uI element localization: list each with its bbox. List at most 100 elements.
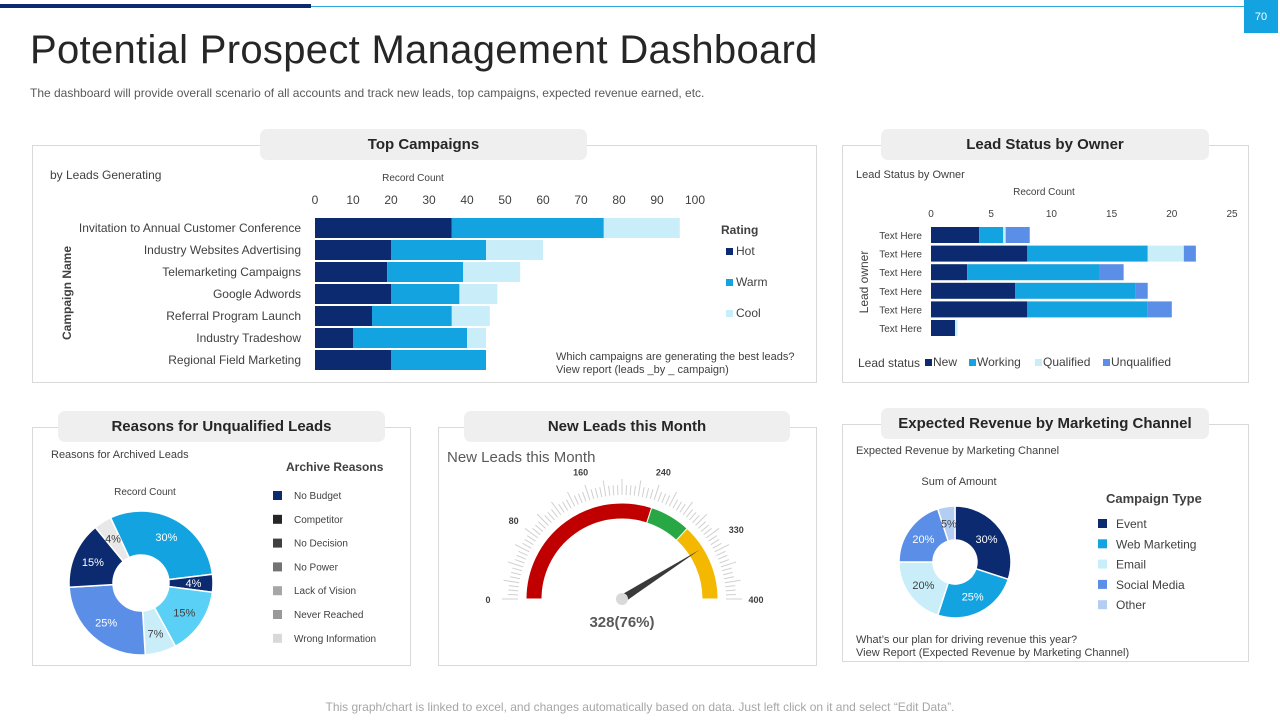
gauge-tick — [679, 503, 686, 513]
rev-legend-swatch — [1098, 579, 1107, 589]
gauge-tick — [514, 544, 530, 553]
gauge-tick — [503, 579, 520, 584]
status-legend-label: New — [933, 355, 957, 369]
rev-legend-label: Email — [1116, 558, 1146, 572]
gauge-tick — [514, 559, 525, 564]
status-legend-label: Qualified — [1043, 355, 1090, 369]
campaigns-axis-title: Record Count — [382, 173, 444, 184]
campaign-bar-cool — [486, 240, 543, 260]
gauge-tick-label: 160 — [573, 468, 588, 478]
campaign-bar-warm — [372, 306, 452, 326]
campaign-bar-hot — [315, 240, 391, 260]
gauge-tick-label: 0 — [485, 595, 490, 605]
gauge-tick — [695, 513, 708, 526]
gauge-tick — [511, 571, 521, 576]
campaigns-x-tick: 60 — [536, 193, 550, 207]
gauge-tick-label: 240 — [656, 468, 671, 478]
gauge-tick — [507, 561, 524, 568]
unqualified-tab[interactable]: Reasons for Unqualified Leads — [58, 411, 385, 442]
campaigns-legend-swatch — [726, 279, 733, 286]
campaign-bar-warm — [391, 240, 486, 260]
donut-slice — [936, 567, 1010, 619]
rev-legend-title: Campaign Type — [1106, 491, 1202, 506]
gauge-tick — [567, 491, 576, 507]
donut-slice-label: 30% — [155, 532, 177, 544]
campaign-bar-hot — [315, 218, 452, 238]
campaigns-x-tick: 70 — [574, 193, 588, 207]
status-bar-working — [967, 264, 1100, 281]
top-campaigns-tab[interactable]: Top Campaigns — [260, 129, 587, 160]
gauge-tick — [665, 495, 671, 505]
gauge-tick — [526, 535, 536, 542]
rev-legend-swatch — [1098, 539, 1107, 549]
unq-legend-label: Wrong Information — [294, 634, 376, 645]
top-campaigns-note-link[interactable]: View report (leads _by _ campaign) — [556, 364, 729, 376]
new-leads-sublabel: New Leads this Month — [447, 449, 596, 466]
campaign-category-label: Google Adwords — [213, 287, 301, 301]
gauge-tick — [708, 535, 718, 542]
status-x-tick: 25 — [1226, 209, 1238, 220]
unq-legend-swatch — [273, 538, 282, 548]
gauge-tick — [565, 499, 572, 509]
status-axis-title: Record Count — [1013, 187, 1075, 198]
new-leads-tab[interactable]: New Leads this Month — [464, 411, 790, 442]
rev-legend-label: Social Media — [1116, 578, 1185, 592]
page-number: 70 — [1244, 0, 1278, 33]
rev-legend-label: Event — [1116, 517, 1147, 531]
status-bar-unqualified — [1147, 301, 1172, 318]
revenue-tab[interactable]: Expected Revenue by Marketing Channel — [881, 408, 1209, 439]
campaign-bar-warm — [353, 328, 467, 348]
status-bar-qualified — [1147, 245, 1184, 262]
campaigns-legend-label: Warm — [736, 275, 768, 289]
gauge-needle-hub — [616, 593, 628, 605]
gauge-tick — [712, 542, 722, 549]
campaign-bar-hot — [315, 284, 391, 304]
campaign-category-label: Industry Tradeshow — [196, 331, 301, 345]
lead-status-tab[interactable]: Lead Status by Owner — [881, 129, 1209, 160]
unq-legend-swatch — [273, 562, 282, 572]
status-category-label: Text Here — [879, 287, 922, 298]
new-leads-gauge: 0 80 160 240 330 400 328(76%) — [485, 468, 763, 631]
status-x-tick: 5 — [988, 209, 994, 220]
gauge-tick — [672, 499, 679, 509]
rev-legend-swatch — [1098, 600, 1107, 610]
donut-slice-label: 25% — [962, 592, 984, 604]
gauge-tick — [537, 521, 546, 529]
gauge-tick — [705, 528, 720, 539]
campaign-bar-warm — [387, 262, 464, 282]
campaign-bar-cool — [603, 218, 680, 238]
donut-slice-label: 20% — [912, 580, 934, 592]
campaigns-x-tick: 30 — [422, 193, 436, 207]
top-campaigns-sublabel: by Leads Generating — [50, 168, 162, 182]
revenue-note-link[interactable]: View Report (Expected Revenue by Marketi… — [856, 647, 1130, 659]
status-bar-working — [979, 227, 1004, 243]
gauge-tick — [700, 524, 710, 532]
gauge-tick — [725, 589, 736, 592]
status-category-label: Text Here — [879, 305, 922, 316]
rev-legend-swatch — [1098, 519, 1107, 528]
top-accent-bar — [0, 4, 311, 8]
gauge-tick — [668, 491, 677, 507]
status-bar-unqualified — [1183, 245, 1196, 262]
status-x-tick: 0 — [928, 209, 934, 220]
gauge-tick-label: 400 — [748, 595, 763, 605]
gauge-tick — [608, 485, 611, 496]
unq-legend-label: No Budget — [294, 491, 341, 502]
campaign-bar-hot — [315, 262, 388, 282]
gauge-tick — [645, 488, 650, 498]
gauge-tick — [594, 488, 599, 498]
unq-legend-swatch — [273, 633, 282, 643]
gauge-tick — [582, 491, 587, 502]
gauge-tick — [641, 487, 645, 498]
gauge-tick — [724, 579, 741, 584]
status-bar-qualified — [955, 320, 958, 336]
campaign-category-label: Regional Field Marketing — [168, 353, 301, 367]
status-legend-swatch — [1035, 359, 1042, 366]
status-bar-new — [931, 264, 968, 281]
top-accent-line — [311, 6, 1244, 7]
campaign-bar-hot — [315, 350, 391, 370]
gauge-tick — [719, 559, 730, 564]
campaigns-y-axis-title: Campaign Name — [60, 246, 74, 340]
status-bar-new — [931, 227, 980, 243]
